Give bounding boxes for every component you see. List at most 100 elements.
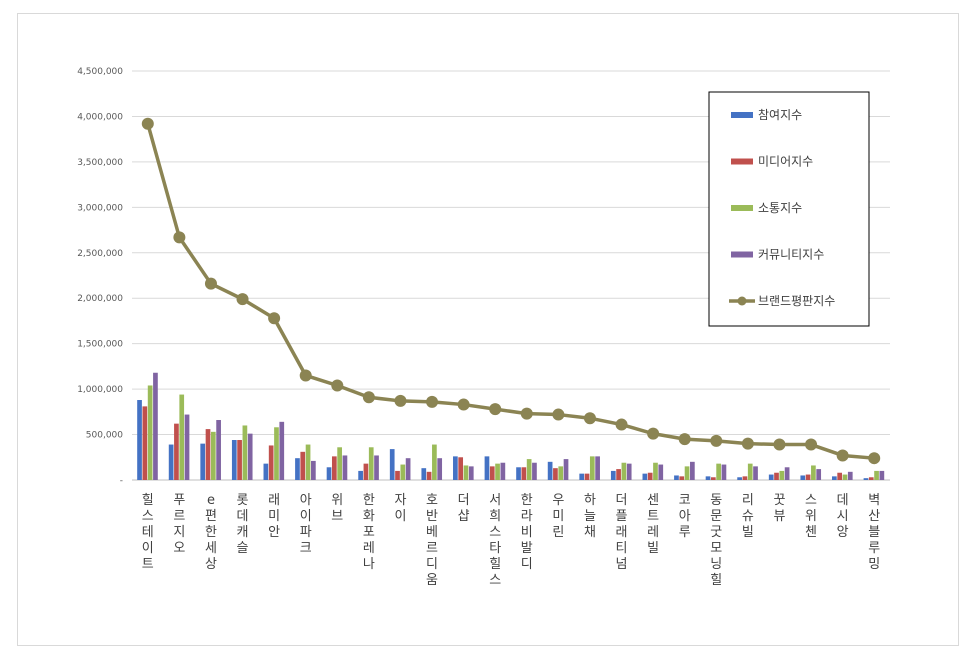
bar [363, 463, 369, 480]
line-series [141, 117, 881, 465]
bar [832, 476, 837, 480]
y-tick-label: - [120, 476, 123, 486]
line-point [836, 449, 849, 462]
bar [168, 444, 174, 480]
y-tick-label: 4,500,000 [77, 67, 123, 77]
bar [500, 462, 506, 480]
line-point [552, 408, 565, 421]
bar [610, 470, 616, 480]
bar [579, 473, 585, 480]
bar [710, 477, 716, 480]
bar [200, 443, 206, 480]
line-point [204, 277, 217, 290]
legend-label: 미디어지수 [758, 155, 813, 169]
bar [153, 372, 158, 480]
legend-swatch [731, 205, 753, 211]
bar [768, 474, 774, 480]
line-point [173, 231, 186, 244]
bar [774, 472, 779, 480]
bar [553, 468, 558, 480]
legend-label: 커뮤니티지수 [758, 248, 824, 262]
bar-series-2 [142, 406, 874, 480]
y-tick-label: 4,000,000 [77, 112, 123, 122]
legend-marker [737, 296, 747, 306]
line-point [299, 369, 312, 382]
bar [300, 451, 306, 480]
bar [326, 467, 332, 480]
bar [642, 473, 648, 480]
bar [563, 459, 569, 480]
bar [742, 476, 748, 480]
y-tick-label: 2,500,000 [77, 249, 123, 259]
bar [368, 447, 374, 480]
bar [389, 449, 395, 480]
line-point [457, 398, 470, 411]
bar [658, 464, 664, 480]
legend-item: 참여지수 [731, 108, 802, 122]
bar [516, 467, 521, 480]
bar [816, 469, 822, 480]
bar-series-3 [147, 385, 879, 480]
y-tick-label: 3,000,000 [77, 203, 123, 213]
bar [421, 468, 427, 480]
bar [374, 455, 379, 480]
bar [279, 421, 285, 480]
bar [674, 475, 679, 480]
line-point [141, 117, 154, 130]
bar [721, 464, 727, 480]
bar [747, 463, 753, 480]
bar [690, 461, 695, 480]
line-point [710, 434, 723, 447]
bar [179, 394, 185, 480]
bar [263, 463, 269, 480]
bar [737, 477, 742, 480]
bar [800, 475, 806, 480]
line-point [426, 395, 439, 408]
bar [453, 456, 458, 480]
bar [684, 466, 690, 480]
bar [589, 456, 595, 480]
bar [647, 472, 653, 480]
bar [863, 478, 869, 480]
bar [526, 459, 532, 480]
line-point [868, 452, 881, 465]
bar [405, 458, 411, 480]
line-point [331, 379, 344, 392]
bar [468, 466, 474, 480]
bar [811, 465, 816, 480]
bar [426, 471, 432, 480]
bar [432, 444, 437, 480]
bar [216, 420, 221, 480]
line-point [362, 391, 375, 404]
bar [489, 466, 495, 480]
line-point [741, 437, 754, 450]
y-tick-label: 1,000,000 [77, 385, 123, 395]
bar [626, 463, 632, 480]
legend-swatch [731, 112, 753, 118]
bar [463, 465, 469, 480]
line-point [615, 418, 628, 431]
bar [779, 470, 785, 480]
bar [784, 467, 790, 480]
bar [621, 462, 627, 480]
legend-label: 소통지수 [758, 201, 802, 215]
bar [879, 470, 885, 480]
bar [142, 406, 148, 480]
line-point [583, 412, 596, 425]
y-tick-label: 500,000 [86, 431, 123, 441]
line-point [236, 293, 249, 306]
